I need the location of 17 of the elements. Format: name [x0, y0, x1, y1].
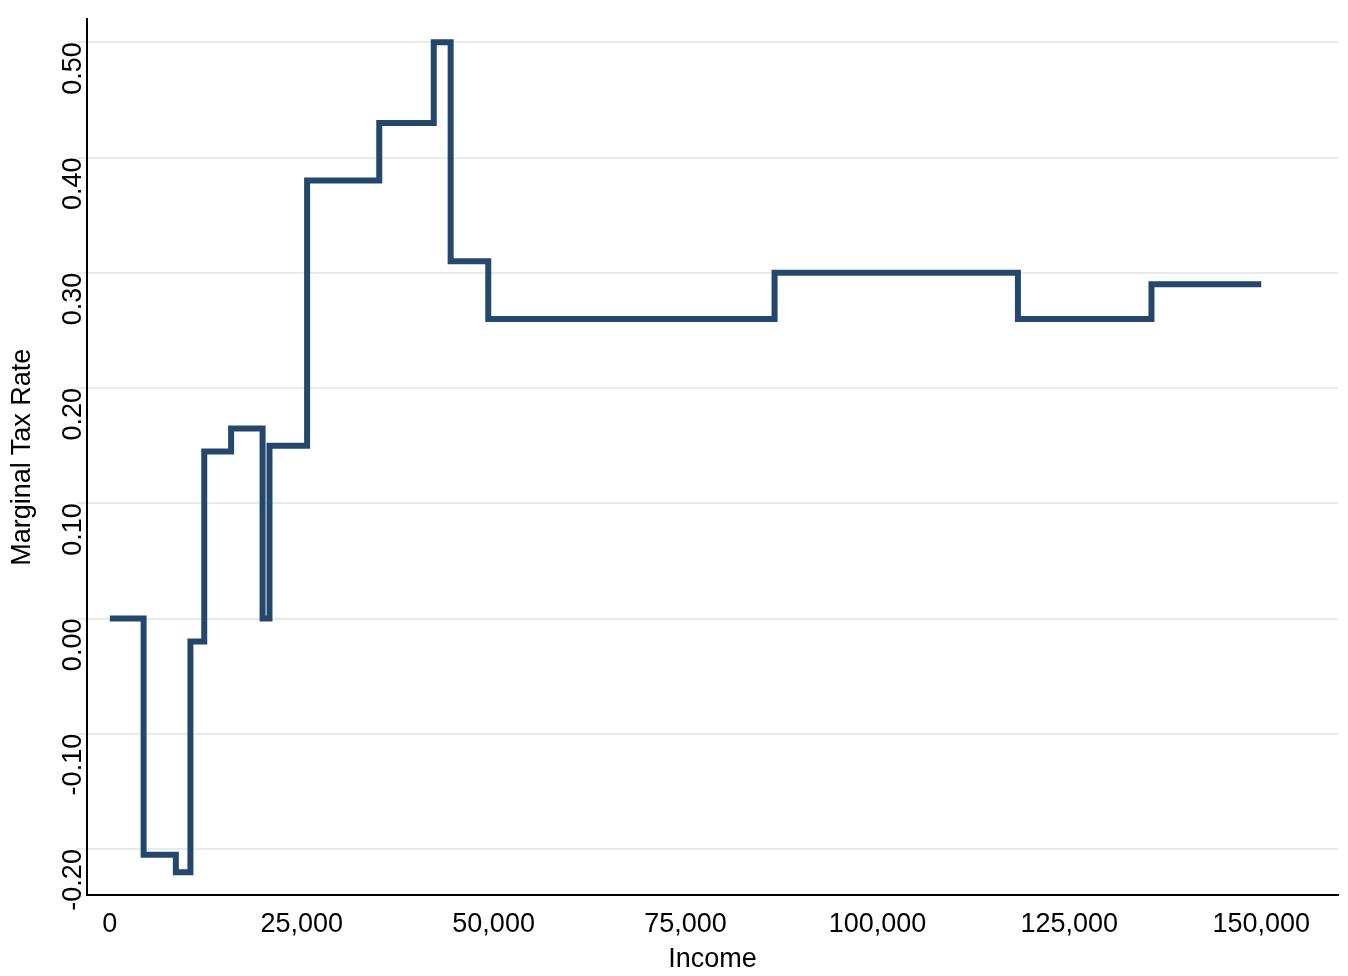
y-tick-label: -0.10: [57, 733, 88, 796]
x-axis-title: Income: [668, 943, 757, 974]
y-tick-label: 0.30: [57, 272, 88, 326]
x-tick-label: 125,000: [1020, 907, 1119, 938]
y-axis-title: Marginal Tax Rate: [5, 348, 36, 566]
x-tick-label: 100,000: [828, 907, 927, 938]
y-tick-label: -0.20: [57, 849, 88, 911]
x-tick-label: 0: [102, 907, 118, 938]
x-tick-label: 150,000: [1212, 907, 1311, 938]
y-tick-label: 0.10: [57, 503, 88, 556]
y-tick-label: 0.40: [57, 157, 88, 211]
x-tick-label: 75,000: [644, 907, 727, 938]
y-tick-label: 0.00: [57, 618, 88, 672]
x-tick-label: 50,000: [452, 907, 535, 938]
y-tick-label: 0.50: [57, 42, 88, 95]
y-tick-label: 0.20: [57, 388, 88, 441]
x-tick-label: 25,000: [260, 907, 344, 938]
